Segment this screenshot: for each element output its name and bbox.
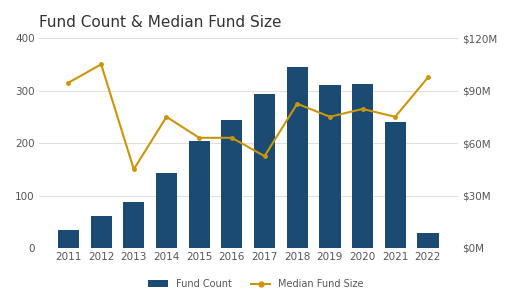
Bar: [123, 202, 144, 248]
Bar: [287, 67, 308, 248]
Bar: [156, 173, 177, 248]
Bar: [188, 141, 210, 248]
Bar: [254, 94, 275, 248]
Legend: Fund Count, Median Fund Size: Fund Count, Median Fund Size: [144, 275, 368, 293]
Text: Fund Count & Median Fund Size: Fund Count & Median Fund Size: [39, 15, 281, 30]
Bar: [319, 85, 340, 248]
Bar: [91, 216, 112, 248]
Bar: [417, 233, 439, 248]
Bar: [352, 84, 373, 248]
Bar: [221, 120, 243, 248]
Bar: [58, 230, 79, 248]
Bar: [385, 122, 406, 248]
